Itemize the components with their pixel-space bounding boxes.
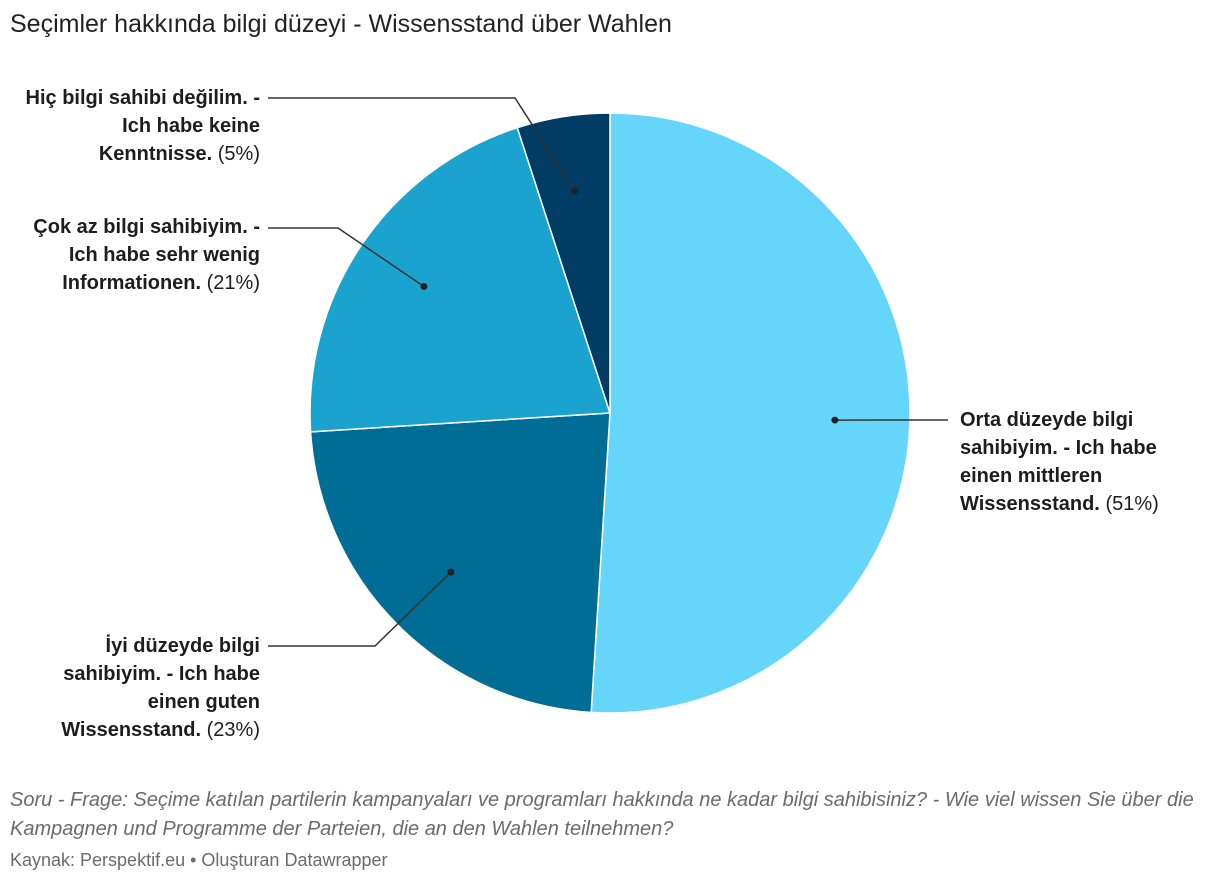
slice-label-1: İyi düzeyde bilgi sahibiyim. - Ich habe … [10,632,260,744]
slice-label-0-text: Orta düzeyde bilgi sahibiyim. - Ich habe… [960,409,1157,515]
leader-dot-3 [571,187,579,195]
leader-dot-0 [831,416,839,424]
slice-label-2-value: (21%) [206,272,260,294]
pie-chart [268,97,948,714]
pie-slice-3 [516,112,611,414]
slice-label-2-text: Çok az bilgi sahibiyim. - Ich habe sehr … [33,216,260,294]
slice-label-3-text: Hiç bilgi sahibi değilim. - Ich habe kei… [25,87,260,165]
slice-label-0: Orta düzeyde bilgi sahibiyim. - Ich habe… [960,406,1200,518]
chart-notes: Soru - Frage: Seçime katılan partilerin … [10,789,1194,840]
leader-line-1 [268,571,452,647]
slice-label-1-value: (23%) [206,719,260,741]
slice-label-1-text: İyi düzeyde bilgi sahibiyim. - Ich habe … [61,635,260,741]
pie-slice-1 [309,412,611,714]
leader-line-3 [268,97,576,192]
slice-label-0-value: (51%) [1105,493,1159,515]
slice-label-3: Hiç bilgi sahibi değilim. - Ich habe kei… [10,84,260,168]
chart-title: Seçimler hakkında bilgi düzeyi - Wissens… [10,10,672,38]
chart-source: Kaynak: Perspektif.eu • Oluşturan Datawr… [10,850,388,870]
slice-label-3-value: (5%) [217,143,260,165]
leader-dot-2 [420,283,428,291]
leader-line-2 [268,227,425,288]
leader-dot-1 [447,568,455,576]
pie-slice-0 [590,112,911,714]
slice-label-2: Çok az bilgi sahibiyim. - Ich habe sehr … [10,213,260,297]
